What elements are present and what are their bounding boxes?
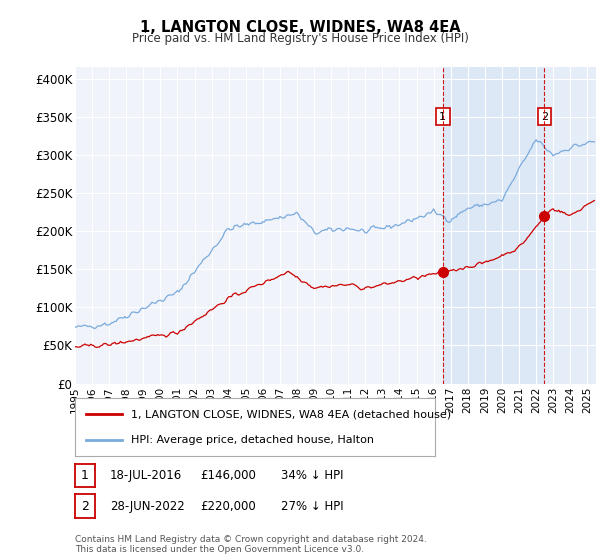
Text: 1: 1	[439, 112, 446, 122]
Text: 18-JUL-2016: 18-JUL-2016	[110, 469, 182, 482]
Text: Price paid vs. HM Land Registry's House Price Index (HPI): Price paid vs. HM Land Registry's House …	[131, 32, 469, 45]
Text: 28-JUN-2022: 28-JUN-2022	[110, 500, 185, 513]
Text: £146,000: £146,000	[200, 469, 256, 482]
Text: 34% ↓ HPI: 34% ↓ HPI	[281, 469, 343, 482]
Text: 1: 1	[81, 469, 89, 482]
Bar	[443, 67, 544, 384]
Text: 2: 2	[81, 500, 89, 513]
Text: 2: 2	[541, 112, 548, 122]
Text: 1, LANGTON CLOSE, WIDNES, WA8 4EA (detached house): 1, LANGTON CLOSE, WIDNES, WA8 4EA (detac…	[131, 409, 451, 419]
Text: HPI: Average price, detached house, Halton: HPI: Average price, detached house, Halt…	[131, 435, 374, 445]
Bar	[544, 67, 596, 384]
Text: £220,000: £220,000	[200, 500, 256, 513]
Text: 27% ↓ HPI: 27% ↓ HPI	[281, 500, 343, 513]
Text: 1, LANGTON CLOSE, WIDNES, WA8 4EA: 1, LANGTON CLOSE, WIDNES, WA8 4EA	[140, 20, 460, 35]
Text: Contains HM Land Registry data © Crown copyright and database right 2024.
This d: Contains HM Land Registry data © Crown c…	[75, 535, 427, 554]
